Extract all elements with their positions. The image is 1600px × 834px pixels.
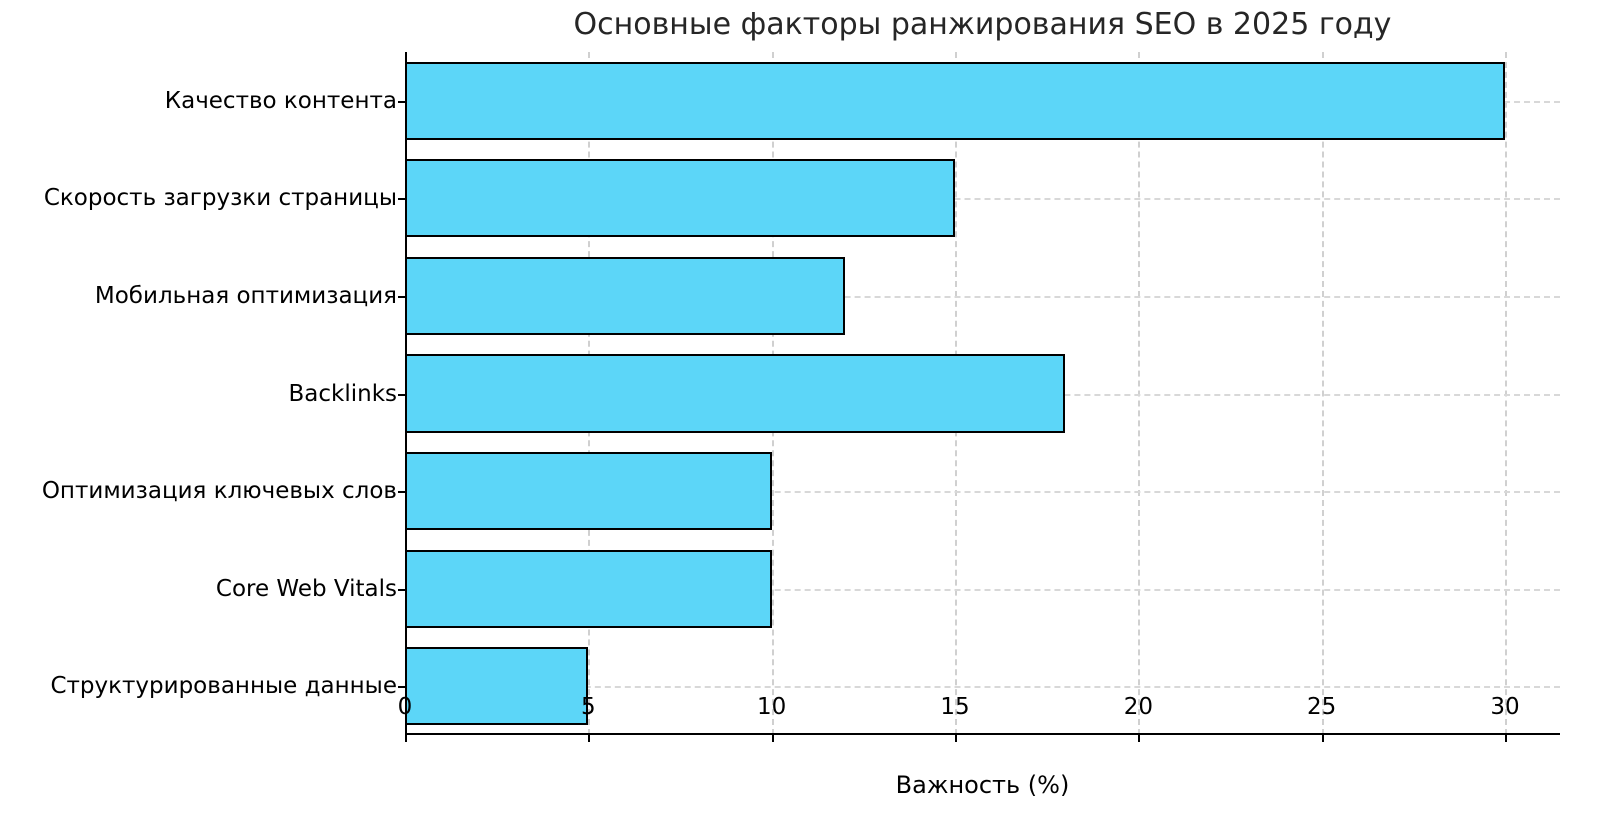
x-tick-mark xyxy=(588,735,591,742)
y-tick-mark xyxy=(398,588,405,591)
plot-area xyxy=(398,52,1560,742)
y-tick-label: Оптимизация ключевых слов xyxy=(41,478,397,505)
x-tick-label: 5 xyxy=(581,694,596,720)
bar xyxy=(405,452,772,531)
y-axis-spine xyxy=(405,52,407,735)
bar xyxy=(405,647,589,726)
chart-title: Основные факторы ранжирования SEO в 2025… xyxy=(573,7,1392,42)
bar xyxy=(405,256,845,335)
x-tick-label: 10 xyxy=(757,694,787,720)
y-tick-label: Core Web Vitals xyxy=(215,575,397,602)
x-tick-label: 0 xyxy=(397,694,413,720)
bar xyxy=(405,61,1505,140)
y-tick-label: Мобильная оптимизация xyxy=(94,282,397,309)
y-gridline xyxy=(405,686,1560,689)
x-tick-mark xyxy=(405,735,407,742)
y-tick-label: Скорость загрузки страницы xyxy=(43,185,397,212)
y-tick-mark xyxy=(398,686,405,689)
x-tick-label: 20 xyxy=(1123,694,1153,720)
x-axis-spine xyxy=(405,733,1560,735)
x-tick-mark xyxy=(1321,735,1324,742)
y-tick-mark xyxy=(398,393,405,396)
x-tick-label: 25 xyxy=(1307,694,1337,720)
y-tick-label: Backlinks xyxy=(288,380,398,407)
y-tick-mark xyxy=(398,100,405,103)
x-tick-mark xyxy=(955,735,957,742)
x-tick-mark xyxy=(771,735,774,742)
y-tick-mark xyxy=(398,295,405,298)
x-axis-label: Важность (%) xyxy=(895,771,1070,799)
bar xyxy=(405,549,772,628)
x-tick-label: 30 xyxy=(1490,694,1520,720)
y-tick-label: Качество контента xyxy=(164,87,397,114)
x-tick-mark xyxy=(1505,735,1507,742)
y-tick-label: Структурированные данные xyxy=(50,673,397,700)
y-tick-mark xyxy=(398,491,405,494)
bar xyxy=(405,159,955,238)
y-gridline xyxy=(405,295,1560,298)
y-gridline xyxy=(405,491,1560,494)
bar xyxy=(405,354,1065,433)
y-gridline xyxy=(405,198,1560,201)
x-tick-mark xyxy=(1138,735,1141,742)
x-tick-label: 15 xyxy=(940,694,970,720)
y-tick-mark xyxy=(398,198,405,201)
y-gridline xyxy=(405,588,1560,591)
